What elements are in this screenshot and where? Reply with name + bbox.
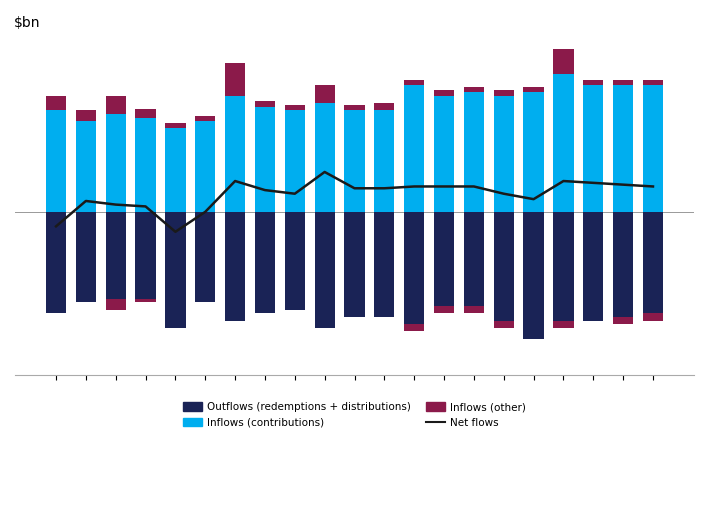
Bar [374, 103, 394, 111]
Bar [345, 212, 364, 317]
Bar [46, 96, 66, 111]
Bar [523, 92, 544, 212]
Bar [523, 212, 544, 339]
Bar [493, 321, 514, 328]
Bar [345, 111, 364, 212]
Bar [76, 212, 96, 303]
Bar [613, 212, 633, 324]
Bar [464, 212, 484, 313]
Bar [135, 212, 156, 303]
Bar [643, 85, 663, 212]
Bar [46, 111, 66, 212]
Bar [434, 96, 454, 212]
Bar [165, 212, 186, 328]
Bar [195, 116, 216, 121]
Bar [135, 299, 156, 303]
Bar [613, 317, 633, 324]
Bar [46, 212, 66, 313]
Bar [583, 212, 603, 321]
Bar [225, 63, 245, 96]
Text: $bn: $bn [14, 16, 40, 30]
Bar [613, 79, 633, 85]
Bar [404, 324, 425, 332]
Bar [553, 74, 574, 212]
Bar [434, 90, 454, 96]
Bar [553, 212, 574, 328]
Bar [76, 121, 96, 212]
Bar [404, 212, 425, 332]
Bar [225, 212, 245, 321]
Bar [493, 90, 514, 96]
Bar [464, 306, 484, 313]
Bar [195, 121, 216, 212]
Bar [464, 87, 484, 92]
Bar [493, 212, 514, 328]
Bar [315, 212, 335, 328]
Bar [553, 321, 574, 328]
Bar [255, 101, 275, 107]
Bar [553, 49, 574, 74]
Bar [404, 79, 425, 85]
Bar [135, 108, 156, 118]
Bar [643, 313, 663, 321]
Bar [225, 96, 245, 212]
Bar [195, 212, 216, 303]
Bar [523, 87, 544, 92]
Bar [284, 111, 305, 212]
Bar [106, 96, 126, 114]
Bar [106, 299, 126, 310]
Bar [135, 118, 156, 212]
Bar [165, 129, 186, 212]
Bar [76, 111, 96, 121]
Bar [404, 85, 425, 212]
Bar [613, 85, 633, 212]
Bar [643, 79, 663, 85]
Bar [434, 212, 454, 313]
Bar [493, 96, 514, 212]
Bar [583, 85, 603, 212]
Bar [345, 105, 364, 111]
Legend: Outflows (redemptions + distributions), Inflows (contributions), Inflows (other): Outflows (redemptions + distributions), … [179, 398, 530, 432]
Bar [643, 212, 663, 321]
Bar [106, 114, 126, 212]
Bar [464, 92, 484, 212]
Bar [315, 103, 335, 212]
Bar [255, 107, 275, 212]
Bar [284, 212, 305, 310]
Bar [165, 123, 186, 129]
Bar [255, 212, 275, 313]
Bar [315, 85, 335, 103]
Bar [106, 212, 126, 310]
Bar [374, 111, 394, 212]
Bar [284, 105, 305, 111]
Bar [374, 212, 394, 317]
Bar [583, 79, 603, 85]
Bar [434, 306, 454, 313]
